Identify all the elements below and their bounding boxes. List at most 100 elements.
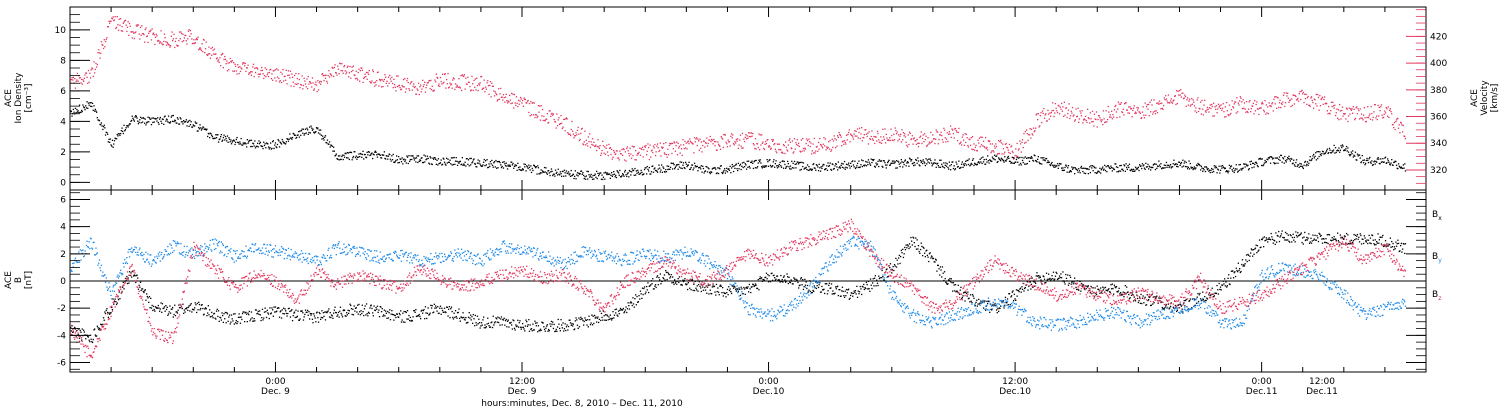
data-point (956, 131, 958, 133)
data-point (1193, 105, 1196, 107)
data-point (91, 67, 93, 69)
data-point (1153, 163, 1155, 165)
data-point (445, 87, 447, 89)
data-point (1285, 161, 1287, 163)
data-point (380, 306, 382, 308)
data-point (1154, 113, 1157, 115)
data-point (272, 140, 274, 142)
data-point (341, 155, 343, 158)
data-point (310, 125, 312, 127)
data-point (259, 314, 261, 316)
data-point (826, 165, 828, 167)
data-point (139, 281, 142, 283)
data-point (238, 72, 240, 75)
data-point (1190, 166, 1192, 168)
data-point (250, 145, 252, 148)
data-point (178, 31, 181, 33)
data-point (451, 310, 453, 313)
data-point (944, 137, 946, 139)
data-point (552, 321, 554, 323)
data-point (541, 321, 543, 323)
data-point (1321, 96, 1324, 98)
data-point (70, 326, 72, 328)
data-point (144, 118, 146, 120)
data-point (575, 132, 577, 134)
data-point (290, 310, 292, 312)
data-point (415, 93, 418, 95)
data-point (358, 68, 360, 70)
data-point (711, 168, 713, 170)
data-point (1241, 107, 1244, 110)
data-point (258, 313, 260, 315)
data-point (168, 121, 170, 124)
data-point (1398, 165, 1400, 167)
data-point (643, 287, 645, 290)
data-point (955, 129, 957, 132)
data-point (596, 149, 598, 152)
data-point (320, 316, 322, 319)
data-point (120, 130, 122, 132)
data-point (1193, 167, 1195, 170)
data-point (769, 280, 771, 282)
data-point (726, 171, 729, 173)
data-point (188, 29, 190, 31)
data-point (1069, 117, 1071, 120)
data-point (157, 117, 159, 119)
data-point (693, 283, 695, 285)
data-point (1040, 112, 1042, 114)
data-point (334, 306, 336, 308)
data-point (141, 25, 143, 27)
data-point (1256, 162, 1258, 165)
data-point (879, 141, 881, 144)
data-point (553, 323, 555, 326)
data-point (1006, 146, 1008, 148)
data-point (900, 159, 902, 161)
data-point (967, 159, 969, 162)
data-point (1004, 151, 1006, 153)
data-point (811, 153, 813, 155)
data-point (324, 319, 327, 321)
data-point (331, 315, 333, 317)
data-point (404, 159, 407, 161)
data-point (1189, 98, 1191, 100)
data-point (628, 155, 631, 157)
data-point (1268, 102, 1270, 104)
data-point (137, 24, 139, 26)
data-point (616, 314, 618, 316)
data-point (704, 289, 707, 291)
data-point (1061, 169, 1063, 171)
data-point (743, 140, 746, 143)
data-point (495, 159, 497, 162)
data-point (1383, 161, 1385, 163)
data-point (311, 77, 314, 79)
data-point (222, 321, 224, 323)
data-point (1240, 168, 1242, 170)
data-point (472, 159, 474, 161)
data-point (863, 134, 865, 136)
data-point (604, 319, 606, 321)
data-point (868, 161, 870, 163)
data-point (578, 139, 581, 142)
data-point (696, 289, 698, 291)
data-point (768, 159, 770, 162)
data-point (701, 284, 703, 286)
data-point (145, 27, 147, 29)
data-point (356, 311, 358, 313)
data-point (1308, 159, 1311, 161)
data-point (1052, 164, 1054, 166)
data-point (1145, 105, 1148, 108)
data-point (955, 161, 957, 163)
data-point (860, 164, 862, 166)
data-point (906, 146, 909, 148)
data-point (265, 68, 268, 71)
data-point (426, 84, 428, 86)
data-point (434, 307, 436, 309)
data-point (966, 159, 968, 162)
data-point (1090, 118, 1092, 120)
data-point (411, 81, 413, 83)
data-point (321, 138, 323, 140)
data-point (202, 307, 204, 310)
data-point (98, 328, 100, 331)
data-point (240, 67, 242, 69)
data-point (783, 160, 785, 163)
